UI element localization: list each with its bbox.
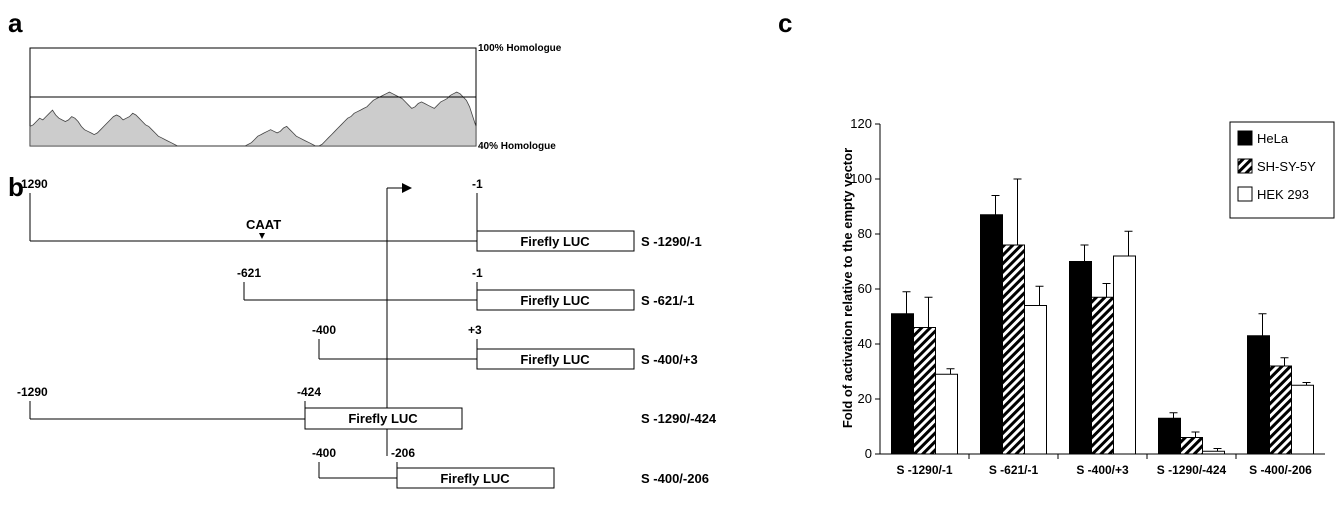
- construct-5-luc-box: [396, 467, 555, 489]
- construct-3-start: -400: [312, 323, 336, 337]
- panel-c: c Fold of activation relative to the emp…: [778, 8, 1335, 477]
- construct-2: -621 -1 Firefly LUC S -621/-1: [237, 266, 694, 311]
- legend-swatch: [1237, 158, 1253, 174]
- construct-4-name: S -1290/-424: [641, 411, 717, 426]
- construct-3: -400 +3 Firefly LUC S -400/+3: [312, 323, 698, 370]
- construct-4-luc-box: [304, 407, 463, 430]
- panel-b: b -1290 -1 CAAT Firefly LUC S -1290/-1 -…: [8, 172, 717, 489]
- bar: [1291, 384, 1314, 455]
- homology-bottom-label: 40% Homologue: [478, 141, 556, 152]
- caat-marker-icon: [259, 233, 265, 239]
- panel-b-label: b: [8, 172, 24, 202]
- construct-1-luc-box: [476, 230, 635, 252]
- bar: [1069, 261, 1092, 455]
- bar-chart: 0 20 40 60 80 100 120 S -1290/-1 S -621/-1 S -400…: [850, 116, 1325, 477]
- bar: [913, 327, 936, 455]
- construct-5-name: S -400/-206: [641, 471, 709, 486]
- y-tick-label: 60: [858, 281, 872, 296]
- y-tick-label: 100: [850, 171, 872, 186]
- construct-4-start: -1290: [17, 385, 48, 399]
- construct-3-name: S -400/+3: [641, 352, 698, 367]
- construct-4-luc-label: Firefly LUC: [348, 411, 418, 426]
- panel-a-label: a: [8, 8, 23, 38]
- bar: [1202, 450, 1225, 455]
- transcription-arrow-icon: [402, 183, 412, 193]
- bar: [1158, 417, 1181, 455]
- construct-2-luc-label: Firefly LUC: [520, 293, 590, 308]
- panel-a: a 100% Homologue 40% Homologue: [8, 8, 562, 152]
- legend-items: HeLa SH-SY-5Y HEK 293: [1237, 130, 1316, 202]
- legend: HeLa SH-SY-5Y HEK 293: [1229, 121, 1335, 219]
- bar: [1024, 305, 1047, 455]
- construct-1-end: -1: [472, 177, 483, 191]
- legend-entry: HeLa: [1257, 131, 1289, 146]
- bar: [1269, 365, 1292, 455]
- construct-3-luc-label: Firefly LUC: [520, 352, 590, 367]
- construct-2-start: -621: [237, 266, 261, 280]
- x-tick-label: S -621/-1: [989, 463, 1039, 477]
- construct-1: -1290 -1 CAAT Firefly LUC S -1290/-1: [17, 177, 702, 252]
- legend-entry: HEK 293: [1257, 187, 1309, 202]
- bar: [1091, 296, 1114, 455]
- legend-entry: SH-SY-5Y: [1257, 159, 1316, 174]
- bar: [1180, 437, 1203, 455]
- construct-2-luc-box: [476, 289, 635, 311]
- x-tick-label: S -400/-206: [1249, 463, 1312, 477]
- construct-3-end: +3: [468, 323, 482, 337]
- y-tick-label: 40: [858, 336, 872, 351]
- construct-1-luc-label: Firefly LUC: [520, 234, 590, 249]
- y-tick-label: 120: [850, 116, 872, 131]
- x-tick-label: S -1290/-424: [1157, 463, 1227, 477]
- x-tick-label: S -400/+3: [1076, 463, 1129, 477]
- construct-5-start: -400: [312, 446, 336, 460]
- bar: [980, 214, 1003, 455]
- y-axis-label: Fold of activation relative to the empty…: [840, 148, 855, 428]
- bar: [1002, 244, 1025, 455]
- y-tick-label: 20: [858, 391, 872, 406]
- construct-5: -400 -206 Firefly LUC S -400/-206: [312, 446, 709, 489]
- construct-1-start: -1290: [17, 177, 48, 191]
- x-tick-label: S -1290/-1: [896, 463, 952, 477]
- bar: [891, 313, 914, 455]
- construct-4: -1290 -424 Firefly LUC S -1290/-424: [17, 385, 717, 430]
- bar: [1113, 255, 1136, 455]
- homology-profile: [29, 91, 477, 147]
- y-tick-label: 80: [858, 226, 872, 241]
- panel-c-label: c: [778, 8, 792, 38]
- bar: [1247, 335, 1270, 455]
- construct-2-name: S -621/-1: [641, 293, 694, 308]
- y-tick-label: 0: [865, 446, 872, 461]
- homology-top-label: 100% Homologue: [478, 43, 562, 54]
- legend-swatch: [1237, 186, 1253, 202]
- construct-5-end: -206: [391, 446, 415, 460]
- caat-label: CAAT: [246, 217, 281, 232]
- construct-2-end: -1: [472, 266, 483, 280]
- construct-4-end: -424: [297, 385, 321, 399]
- construct-1-name: S -1290/-1: [641, 234, 702, 249]
- construct-3-luc-box: [476, 348, 635, 370]
- legend-swatch: [1237, 130, 1253, 146]
- bar: [935, 373, 958, 455]
- construct-5-luc-label: Firefly LUC: [440, 471, 510, 486]
